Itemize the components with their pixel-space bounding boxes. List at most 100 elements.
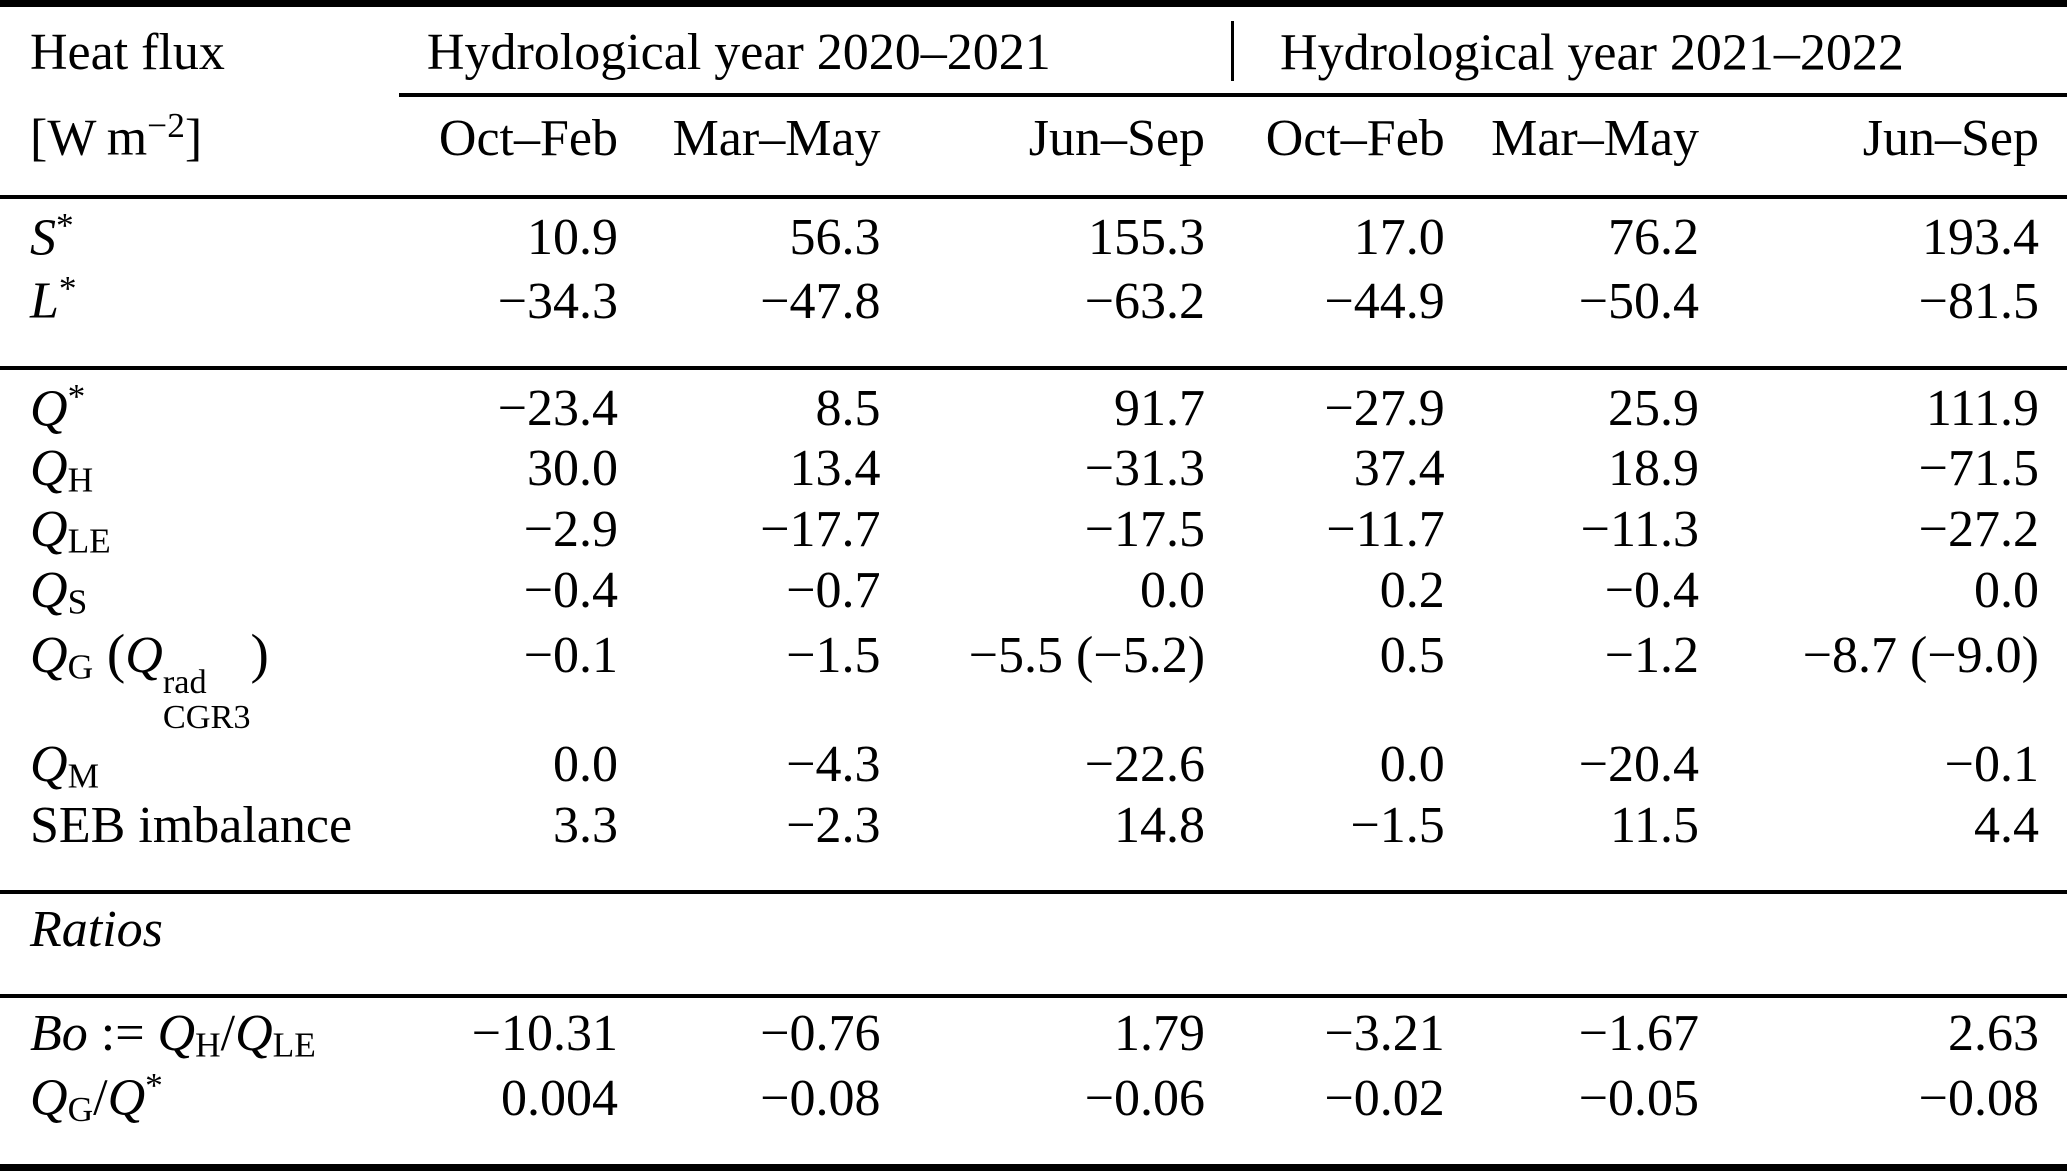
table-row-L-star: L* −34.3 −47.8 −63.2 −44.9 −50.4 −81.5 xyxy=(0,268,2067,367)
table-section: Q* −23.4 8.5 91.7 −27.9 25.9 111.9 QH 30.0 13.4 −3… xyxy=(0,367,2067,893)
table-row-Q-LE: QLE −2.9 −17.7 −17.5 −11.7 −11.3 −27.2 xyxy=(0,500,2067,561)
value-cell: 30.0 xyxy=(527,440,619,498)
value-cell: −11.3 xyxy=(1580,501,1700,559)
value-cell: −17.7 xyxy=(760,501,881,559)
value-cell: −27.9 xyxy=(1324,380,1445,438)
value-cell: 76.2 xyxy=(1608,209,1700,267)
season-column-header: Oct–Feb xyxy=(438,109,619,167)
value-cell: −3.21 xyxy=(1324,1004,1445,1062)
value-cell: −0.4 xyxy=(1604,562,1700,620)
table-row-S-star: S* 10.9 56.3 155.3 17.0 76.2 193.4 xyxy=(0,197,2067,268)
row-label-L-star: L* xyxy=(30,268,77,330)
value-cell: 18.9 xyxy=(1608,440,1700,498)
value-cell: −23.4 xyxy=(497,380,619,438)
value-cell: 0.0 xyxy=(553,736,619,794)
value-cell: 2.63 xyxy=(1948,1004,2039,1062)
value-cell: 0.5 xyxy=(1379,627,1445,685)
table-section: S* 10.9 56.3 155.3 17.0 76.2 193.4 L* −34.3 −47.8… xyxy=(0,196,2067,368)
value-cell: −63.2 xyxy=(1084,272,1206,330)
value-cell: −2.3 xyxy=(786,797,881,855)
value-cell: −1.67 xyxy=(1578,1004,1700,1062)
value-cell: 56.3 xyxy=(789,209,881,267)
value-cell: −11.7 xyxy=(1326,501,1445,559)
value-cell: 14.8 xyxy=(1114,797,1206,855)
corner-units: [W m−2] xyxy=(30,105,203,167)
value-cell: −27.2 xyxy=(1918,501,2039,559)
value-cell: −1.5 xyxy=(786,627,881,685)
value-cell: 193.4 xyxy=(1922,209,2039,267)
season-header-row: [W m−2] Oct–Feb Mar–May Jun–Sep Oct–Feb … xyxy=(0,95,2067,196)
table-row-Q-S: QS −0.4 −0.7 0.0 0.2 −0.4 0.0 xyxy=(0,561,2067,622)
value-cell: 0.0 xyxy=(1140,562,1206,620)
value-cell: 8.5 xyxy=(815,380,881,438)
value-cell: 11.5 xyxy=(1609,797,1700,855)
value-cell: 91.7 xyxy=(1114,380,1206,438)
season-column-header: Jun–Sep xyxy=(1028,109,1206,167)
value-cell: −34.3 xyxy=(497,272,619,330)
value-cell: −0.7 xyxy=(786,562,881,620)
table-row-Q-H: QH 30.0 13.4 −31.3 37.4 18.9 −71.5 xyxy=(0,439,2067,500)
value-cell: −10.31 xyxy=(471,1004,619,1062)
value-cell: −81.5 xyxy=(1918,272,2039,330)
value-cell: −0.4 xyxy=(523,562,619,620)
value-cell: −71.5 xyxy=(1918,440,2039,498)
row-label-Q-G: QG (Q rad CGR3) xyxy=(30,623,269,737)
value-cell: 1.79 xyxy=(1114,1004,1206,1062)
row-label-Q-H: QH xyxy=(30,440,94,500)
value-cell: −0.1 xyxy=(1944,736,2039,794)
value-cell: −44.9 xyxy=(1324,272,1445,330)
value-cell: 37.4 xyxy=(1353,440,1445,498)
season-column-header: Jun–Sep xyxy=(1862,109,2039,167)
section-title-ratios: Ratios xyxy=(30,901,163,959)
value-cell: 25.9 xyxy=(1608,380,1700,438)
row-label-Bowen-ratio: Bo := QH/QLE xyxy=(30,1004,316,1065)
value-cell: 0.0 xyxy=(1974,562,2039,620)
value-cell: −4.3 xyxy=(786,736,881,794)
value-cell: 10.9 xyxy=(527,209,619,267)
group-header-2020-2021: Hydrological year 2020–2021 xyxy=(398,3,1206,98)
row-label-Q-M: QM xyxy=(30,736,100,796)
section-title-row: Ratios xyxy=(0,892,2067,996)
value-cell: 155.3 xyxy=(1088,209,1206,267)
table-row-Q-G: QG (Q rad CGR3) −0.1 −1.5 −5.5 (−5.2) 0.5 −1.2 −… xyxy=(0,622,2067,735)
value-cell: 4.4 xyxy=(1974,797,2039,855)
value-cell: −8.7 (−9.0) xyxy=(1802,627,2039,685)
value-cell: −0.02 xyxy=(1324,1069,1445,1127)
table-row-Q-star: Q* −23.4 8.5 91.7 −27.9 25.9 111.9 xyxy=(0,368,2067,439)
row-label-Q-LE: QLE xyxy=(30,501,111,561)
table-section: Bo := QH/QLE −10.31 −0.76 1.79 −3.21 −1.67 2.6… xyxy=(0,995,2067,1167)
group-header-row: Heat flux Hydrological year 2020–2021 Hy… xyxy=(0,3,2067,98)
season-column-header: Mar–May xyxy=(1491,109,1700,167)
value-cell: 3.3 xyxy=(553,797,619,855)
value-cell: 17.0 xyxy=(1353,209,1445,267)
value-cell: −5.5 (−5.2) xyxy=(968,627,1206,685)
table-row-SEB-imbalance: SEB imbalance 3.3 −2.3 14.8 −1.5 11.5 4.4 xyxy=(0,796,2067,892)
row-label-Q-S: QS xyxy=(30,562,88,622)
row-label-QG-over-Qstar: QG/Q* xyxy=(30,1064,163,1129)
value-cell: −2.9 xyxy=(523,501,619,559)
row-label-Q-star: Q* xyxy=(30,375,86,438)
value-cell: −0.08 xyxy=(760,1069,881,1127)
value-cell: −0.06 xyxy=(1084,1069,1206,1127)
value-cell: 111.9 xyxy=(1925,380,2039,438)
table-row-Bowen-ratio: Bo := QH/QLE −10.31 −0.76 1.79 −3.21 −1.67 2.6… xyxy=(0,996,2067,1065)
value-cell: −20.4 xyxy=(1578,736,1700,794)
value-cell: −17.5 xyxy=(1084,501,1206,559)
table-section: Ratios xyxy=(0,892,2067,996)
value-cell: −1.5 xyxy=(1350,797,1445,855)
value-cell: −0.1 xyxy=(523,627,619,685)
table-row-QG-over-Qstar: QG/Q* 0.004 −0.08 −0.06 −0.02 −0.05 −0.08 xyxy=(0,1065,2067,1167)
table-row-Q-M: QM 0.0 −4.3 −22.6 0.0 −20.4 −0.1 xyxy=(0,735,2067,796)
table-header: Heat flux Hydrological year 2020–2021 Hy… xyxy=(0,3,2067,197)
value-cell: 0.004 xyxy=(501,1069,619,1127)
value-cell: −47.8 xyxy=(760,272,881,330)
value-cell: 13.4 xyxy=(789,440,881,498)
supsub-stack: rad CGR3 xyxy=(162,663,251,737)
value-cell: −31.3 xyxy=(1084,440,1206,498)
group-header-2021-2022: Hydrological year 2021–2022 xyxy=(1205,3,2067,98)
value-cell: 0.2 xyxy=(1379,562,1445,620)
season-column-header: Mar–May xyxy=(672,109,881,167)
value-cell: −0.05 xyxy=(1578,1069,1700,1127)
value-cell: −1.2 xyxy=(1604,627,1700,685)
